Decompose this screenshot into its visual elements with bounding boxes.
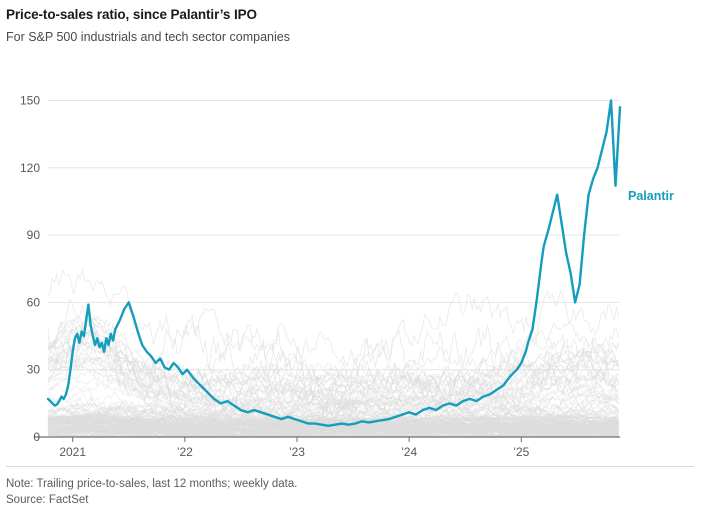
svg-text:’22: ’22 (177, 445, 193, 458)
footer-divider (6, 466, 694, 467)
chart-footer: Note: Trailing price-to-sales, last 12 m… (6, 476, 695, 508)
svg-text:0: 0 (33, 430, 40, 444)
palantir-series-line (46, 99, 622, 427)
svg-text:60: 60 (27, 295, 41, 309)
axis-lines (34, 436, 620, 442)
svg-text:’24: ’24 (401, 445, 417, 458)
chart-subtitle: For S&P 500 industrials and tech sector … (6, 30, 290, 44)
background-series-lines (47, 267, 620, 437)
chart-header: Price-to-sales ratio, since Palantir’s I… (6, 6, 695, 46)
gridlines (48, 99, 620, 371)
svg-text:’23: ’23 (289, 445, 305, 458)
x-axis-tick-labels: 2021 ’22 ’23 ’24 ’25 (59, 445, 529, 458)
chart-source: Source: FactSet (6, 494, 89, 506)
svg-text:120: 120 (20, 161, 40, 175)
line-chart-svg: 0 30 60 90 120 150 2021 ’22 ’23 ’24 ’25 (20, 93, 622, 458)
series-label-palantir: Palantir (628, 189, 674, 203)
svg-text:’25: ’25 (513, 445, 529, 458)
chart-note: Note: Trailing price-to-sales, last 12 m… (6, 478, 298, 490)
svg-text:30: 30 (27, 363, 41, 377)
page-title: Price-to-sales ratio, since Palantir’s I… (6, 7, 257, 22)
y-axis-tick-labels: 0 30 60 90 120 150 (20, 93, 40, 444)
svg-text:150: 150 (20, 93, 40, 107)
plot-area: 0 30 60 90 120 150 2021 ’22 ’23 ’24 ’25 Palantir (0, 58, 701, 458)
svg-text:2021: 2021 (59, 445, 86, 458)
svg-text:90: 90 (27, 228, 41, 242)
